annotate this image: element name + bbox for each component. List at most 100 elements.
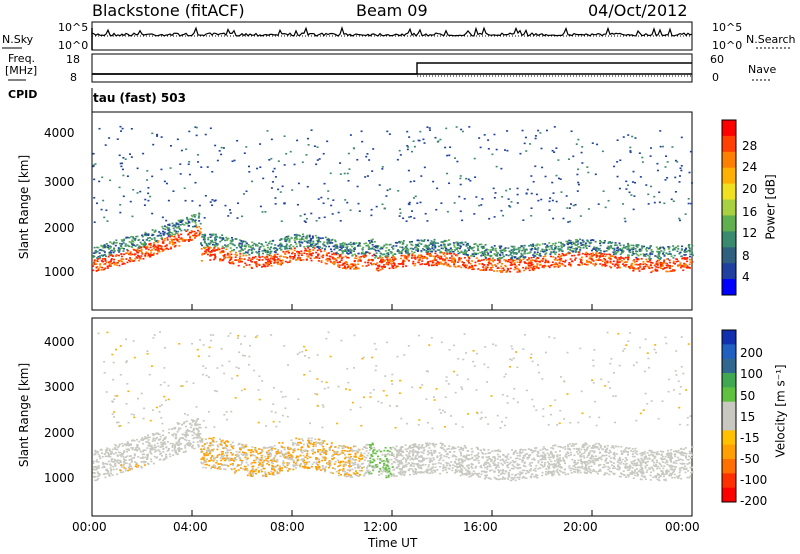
power-data-point [407, 169, 410, 172]
power-data-point [176, 238, 179, 241]
power-data-point [565, 254, 568, 256]
power-data-point [488, 257, 491, 260]
velocity-data-point [645, 461, 648, 463]
power-data-point [575, 143, 578, 145]
power-data-point [404, 256, 407, 258]
power-data-point [128, 245, 131, 248]
power-data-point [567, 242, 570, 245]
power-data-point [305, 253, 308, 255]
power-data-point [240, 240, 243, 242]
velocity-data-point [250, 449, 253, 452]
velocity-data-point [201, 445, 204, 447]
velocity-data-point [552, 466, 555, 468]
power-data-point [357, 263, 360, 266]
power-data-point [616, 260, 619, 263]
power-data-point [487, 252, 490, 255]
velocity-data-point [168, 428, 171, 431]
power-data-point [646, 265, 649, 268]
power-data-point [161, 248, 164, 251]
power-data-point [159, 234, 162, 237]
power-data-point [253, 242, 256, 245]
power-data-point [515, 248, 518, 251]
power-data-point [198, 230, 201, 233]
power-data-point [603, 250, 606, 253]
velocity-data-point [677, 475, 680, 478]
power-data-point [590, 239, 593, 242]
power-data-point [446, 210, 449, 213]
power-data-point [375, 254, 378, 257]
power-data-point [198, 225, 201, 228]
velocity-data-point [273, 468, 276, 471]
date-title: 04/Oct/2012 [588, 1, 688, 20]
power-data-point [532, 244, 535, 247]
power-data-point [530, 249, 533, 251]
power-data-point [278, 255, 281, 258]
power-data-point [638, 152, 641, 154]
power-data-point [500, 245, 503, 248]
power-data-point [103, 244, 106, 246]
velocity-data-point [354, 459, 357, 461]
power-data-point [651, 266, 654, 269]
power-data-point [162, 249, 165, 252]
power-data-point [448, 257, 451, 259]
power-data-point [627, 258, 630, 261]
velocity-data-point [265, 458, 268, 460]
power-data-point [626, 248, 629, 251]
power-data-point [603, 241, 606, 244]
power-data-point [615, 257, 618, 259]
power-data-point [198, 204, 201, 207]
power-data-point [96, 265, 99, 268]
power-data-point [506, 130, 509, 132]
power-data-point [238, 261, 241, 263]
power-data-point [667, 265, 670, 267]
power-data-point [204, 133, 207, 136]
velocity-data-point [631, 455, 634, 458]
power-data-point [426, 251, 429, 253]
power-data-point [336, 261, 339, 264]
power-data-point [416, 256, 419, 259]
power-data-point [446, 257, 449, 260]
velocity-data-point [666, 454, 669, 456]
power-data-point [342, 256, 345, 259]
power-data-point [401, 249, 404, 252]
power-data-point [117, 248, 120, 251]
power-data-point [663, 261, 666, 263]
power-data-point [496, 270, 499, 272]
velocity-data-point [579, 458, 582, 461]
power-data-point [157, 250, 160, 253]
power-data-point [435, 262, 438, 265]
velocity-data-point [599, 470, 602, 472]
power-data-point [568, 207, 571, 209]
power-data-point [426, 126, 429, 128]
power-data-point [446, 264, 449, 267]
velocity-data-point [493, 464, 496, 466]
power-data-point [302, 235, 305, 238]
velocity-data-point [397, 471, 400, 474]
velocity-data-point [586, 446, 589, 449]
power-data-point [579, 238, 582, 241]
velocity-data-point [551, 474, 554, 476]
power-data-point [490, 269, 493, 271]
power-data-point [642, 253, 645, 255]
power-data-point [300, 236, 303, 239]
power-data-point [582, 244, 585, 247]
power-data-point [507, 198, 510, 200]
power-data-point [353, 248, 356, 250]
power-data-point [345, 267, 348, 270]
power-colorbar-segment [722, 263, 736, 280]
velocity-data-point [128, 464, 131, 466]
power-data-point [323, 241, 326, 244]
velocity-data-point [361, 448, 364, 451]
velocity-data-point [460, 448, 463, 450]
power-data-point [656, 264, 659, 266]
power-data-point [380, 252, 383, 255]
power-data-point [284, 253, 287, 256]
power-data-point [254, 244, 257, 247]
velocity-data-point [226, 464, 229, 467]
power-data-point [631, 265, 634, 268]
velocity-data-point [143, 461, 146, 464]
power-data-point [421, 248, 424, 250]
power-data-point [421, 240, 424, 242]
power-data-point [559, 260, 562, 262]
power-data-point [666, 253, 669, 256]
